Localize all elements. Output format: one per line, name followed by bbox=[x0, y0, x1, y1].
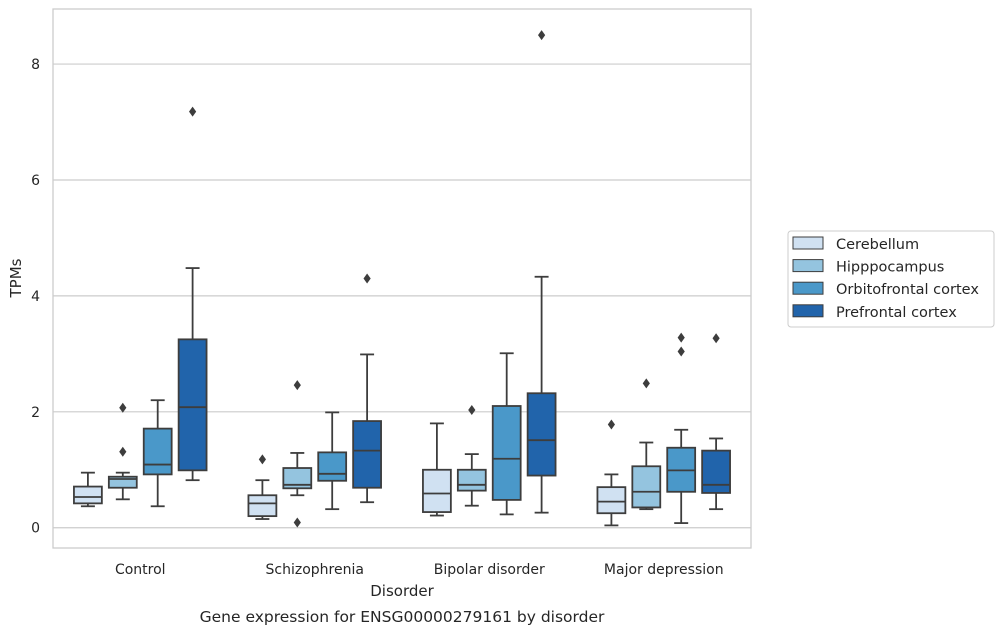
box-hipppocampus-3 bbox=[631, 378, 662, 511]
box-iqr bbox=[596, 486, 627, 515]
box-hipppocampus-1 bbox=[282, 380, 313, 528]
box-iqr bbox=[73, 485, 103, 505]
box-iqr bbox=[142, 427, 173, 476]
outlier-marker bbox=[293, 380, 301, 391]
box-iqr bbox=[631, 465, 662, 509]
outlier-marker bbox=[642, 378, 650, 389]
outlier-marker bbox=[607, 419, 615, 430]
x-tick-label: Major depression bbox=[604, 562, 724, 578]
box-iqr bbox=[352, 420, 382, 489]
box-iqr bbox=[701, 449, 731, 494]
box-iqr bbox=[456, 468, 487, 492]
legend: Cerebellum Hipppocampus Orbitofrontal cort… bbox=[787, 230, 995, 328]
outlier-marker bbox=[293, 517, 301, 528]
outlier-marker bbox=[258, 454, 266, 465]
outlier-marker bbox=[677, 346, 685, 357]
box-hipppocampus-0 bbox=[107, 402, 138, 501]
outlier-marker bbox=[119, 446, 127, 457]
outlier-marker bbox=[538, 30, 546, 41]
box-iqr bbox=[282, 467, 313, 490]
box-iqr bbox=[247, 494, 278, 518]
outlier-marker bbox=[677, 332, 685, 343]
box-iqr bbox=[107, 475, 138, 489]
box-iqr bbox=[317, 451, 348, 482]
y-axis-label: TPMs bbox=[7, 258, 25, 298]
box-iqr bbox=[422, 468, 452, 513]
legend-label: Hipppocampus bbox=[836, 260, 944, 276]
outlier-marker bbox=[363, 273, 371, 284]
x-tick-label: Control bbox=[115, 562, 166, 578]
gridlines bbox=[53, 63, 751, 529]
box-iqr bbox=[491, 405, 522, 501]
box-prefrontal-cortex-3 bbox=[701, 333, 731, 511]
box-iqr bbox=[526, 392, 557, 477]
outlier-marker bbox=[119, 402, 127, 413]
box-orbitofrontal-cortex-1 bbox=[317, 411, 348, 511]
legend-swatch bbox=[792, 259, 824, 273]
x-axis-label: Disorder bbox=[370, 582, 434, 600]
box-cerebellum-0 bbox=[73, 471, 103, 508]
outlier-marker bbox=[189, 106, 197, 117]
y-tick-label: 2 bbox=[31, 405, 40, 421]
box-orbitofrontal-cortex-2 bbox=[491, 352, 522, 516]
box-prefrontal-cortex-2 bbox=[526, 30, 557, 514]
x-tick-label: Schizophrenia bbox=[266, 562, 364, 578]
y-tick-label: 6 bbox=[31, 173, 40, 189]
outlier-marker bbox=[712, 333, 720, 344]
box-iqr bbox=[177, 338, 208, 472]
box-cerebellum-2 bbox=[422, 422, 452, 517]
y-tick-label: 0 bbox=[31, 521, 40, 537]
x-tick-labels: Control Schizophrenia Bipolar disorder Majo… bbox=[115, 562, 724, 578]
boxes-layer bbox=[73, 30, 731, 528]
y-tick-label: 4 bbox=[31, 289, 40, 305]
y-tick-labels: 0 2 4 6 8 bbox=[31, 57, 40, 537]
x-tick-label: Bipolar disorder bbox=[434, 562, 545, 578]
legend-swatch bbox=[792, 281, 824, 295]
box-orbitofrontal-cortex-3 bbox=[666, 332, 697, 524]
box-cerebellum-1 bbox=[247, 454, 278, 520]
box-prefrontal-cortex-0 bbox=[177, 106, 208, 482]
legend-label: Prefrontal cortex bbox=[836, 305, 957, 321]
legend-swatch bbox=[792, 236, 824, 250]
figure-caption: Gene expression for ENSG00000279161 by d… bbox=[200, 608, 605, 626]
legend-swatch bbox=[792, 304, 824, 318]
legend-frame bbox=[787, 230, 995, 328]
legend-label: Cerebellum bbox=[836, 237, 919, 253]
box-orbitofrontal-cortex-0 bbox=[142, 399, 173, 508]
box-cerebellum-3 bbox=[596, 419, 627, 527]
legend-label: Orbitofrontal cortex bbox=[836, 282, 979, 298]
box-hipppocampus-2 bbox=[456, 405, 487, 507]
outlier-marker bbox=[468, 405, 476, 416]
y-tick-label: 8 bbox=[31, 57, 40, 73]
plot-area-frame bbox=[52, 8, 752, 549]
box-prefrontal-cortex-1 bbox=[352, 273, 382, 504]
